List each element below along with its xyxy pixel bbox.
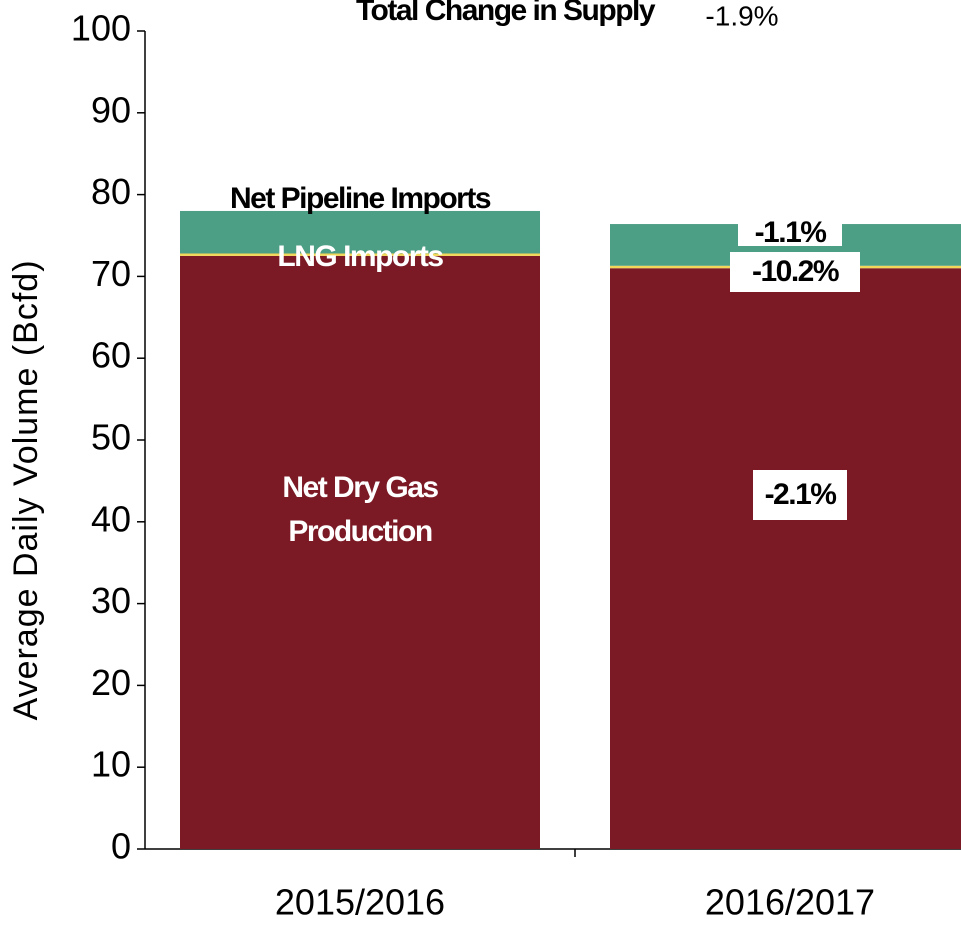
change-label-box xyxy=(730,252,860,292)
segment-label: Net Pipeline Imports xyxy=(230,182,491,215)
change-label: -2.1% xyxy=(765,478,837,511)
change-label: -1.1% xyxy=(755,216,827,249)
y-tick-label: 20 xyxy=(91,662,131,703)
chart-title: Total Change in Supply xyxy=(356,0,656,27)
y-tick-label: 30 xyxy=(91,580,131,621)
segment-label: LNG Imports xyxy=(277,240,443,273)
y-tick-label: 90 xyxy=(91,89,131,130)
bar-segment xyxy=(610,268,961,850)
y-tick-label: 70 xyxy=(91,253,131,294)
y-tick-label: 40 xyxy=(91,498,131,539)
y-tick-label: 60 xyxy=(91,335,131,376)
bar-segment xyxy=(180,253,540,256)
y-tick-label: 100 xyxy=(71,8,131,49)
change-label: -10.2% xyxy=(752,255,839,288)
bar-segment xyxy=(180,210,540,254)
bar-segment xyxy=(180,255,540,849)
change-label-box xyxy=(753,470,847,520)
y-tick-label: 80 xyxy=(91,171,131,212)
segment-label-box: Net Dry Gas Production xyxy=(282,471,439,548)
change-label-box xyxy=(738,220,842,246)
y-tick-label: 0 xyxy=(111,826,131,867)
x-tick-label: 2015/2016 xyxy=(275,882,445,923)
y-axis-label: Average Daily Volume (Bcfd) xyxy=(7,259,45,720)
total-change: -1.9% xyxy=(705,0,778,31)
x-tick-label: 2016/2017 xyxy=(705,882,875,923)
y-tick-label: 50 xyxy=(91,417,131,458)
segment-label: Net Dry Gas Production xyxy=(282,471,439,548)
y-tick-label: 10 xyxy=(91,744,131,785)
